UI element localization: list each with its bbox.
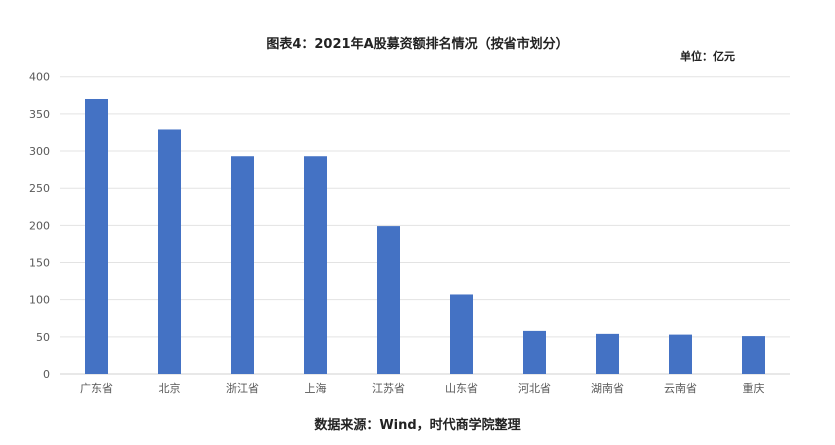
y-tick-label: 250 bbox=[29, 182, 50, 195]
bar bbox=[523, 330, 546, 374]
unit-label: 单位：亿元 bbox=[680, 50, 735, 63]
x-tick-label: 浙江省 bbox=[226, 382, 259, 395]
y-tick-label: 300 bbox=[29, 145, 50, 158]
bar bbox=[596, 333, 619, 374]
x-tick-label: 广东省 bbox=[80, 382, 113, 395]
x-tick-label: 河北省 bbox=[518, 382, 551, 395]
bar bbox=[669, 334, 692, 374]
source-note: 数据来源：Wind，时代商学院整理 bbox=[314, 418, 521, 433]
x-tick-label: 湖南省 bbox=[591, 382, 624, 395]
x-tick-label: 江苏省 bbox=[372, 382, 405, 395]
x-tick-label: 云南省 bbox=[664, 382, 697, 395]
bar bbox=[742, 336, 765, 374]
y-tick-label: 100 bbox=[29, 294, 50, 307]
bar bbox=[158, 129, 181, 374]
y-tick-label: 150 bbox=[29, 257, 50, 270]
chart-title: 图表4：2021年A股募资额排名情况（按省市划分） bbox=[266, 37, 569, 52]
bar bbox=[377, 226, 400, 374]
y-tick-label: 50 bbox=[36, 331, 50, 344]
bar bbox=[450, 294, 473, 374]
bar bbox=[304, 156, 327, 374]
y-tick-label: 350 bbox=[29, 108, 50, 121]
bar bbox=[85, 98, 108, 374]
x-tick-label: 北京 bbox=[159, 381, 181, 395]
y-tick-label: 400 bbox=[29, 71, 50, 84]
x-tick-label: 山东省 bbox=[445, 382, 478, 395]
bar bbox=[231, 156, 254, 374]
x-tick-label: 重庆 bbox=[743, 381, 765, 395]
x-tick-label: 上海 bbox=[305, 381, 327, 395]
y-tick-label: 0 bbox=[43, 368, 50, 381]
y-tick-label: 200 bbox=[29, 219, 50, 232]
